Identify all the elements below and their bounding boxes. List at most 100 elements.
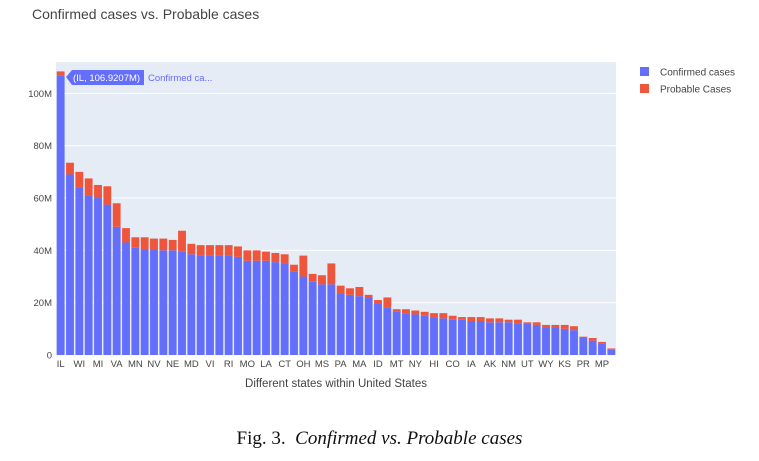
x-tick-label: MP — [595, 359, 609, 370]
x-tick-label: MN — [128, 359, 143, 370]
bar-confirmed — [607, 349, 616, 355]
bar-confirmed — [532, 324, 541, 355]
x-tick-label: NV — [147, 359, 161, 370]
bar-confirmed — [187, 254, 196, 355]
x-tick-label: MS — [315, 359, 329, 370]
hover-tooltip-value: (IL, 106.9207M) — [73, 73, 140, 84]
legend-item-probable[interactable]: Probable Cases — [640, 84, 731, 96]
bar-probable — [355, 286, 364, 297]
plot-area — [56, 62, 616, 355]
x-tick-label: NM — [501, 359, 516, 370]
bar-probable — [383, 297, 392, 308]
bar-confirmed — [234, 256, 242, 355]
bar-confirmed — [262, 260, 270, 355]
bar-confirmed — [140, 249, 149, 355]
x-axis-title: Different states within United States — [245, 378, 427, 390]
bar-probable — [402, 309, 410, 314]
x-tick-label: UT — [521, 359, 534, 370]
x-tick-label: NE — [166, 359, 179, 370]
bar-confirmed — [66, 174, 74, 355]
bar-probable — [560, 324, 569, 329]
bar-probable — [280, 254, 289, 264]
bar-confirmed — [318, 284, 326, 355]
bar-probable — [112, 203, 121, 227]
bar-probable — [607, 348, 616, 350]
bar-probable — [336, 285, 345, 294]
bar-confirmed — [243, 260, 252, 355]
bar-confirmed — [598, 343, 606, 355]
legend: Confirmed cases Probable Cases — [640, 67, 735, 96]
bar-confirmed — [355, 296, 364, 355]
x-tick-label: LA — [260, 359, 272, 370]
bar-confirmed — [570, 330, 578, 355]
bar-probable — [523, 322, 532, 324]
bar-probable — [94, 184, 102, 199]
bar-probable — [215, 245, 224, 256]
bar-confirmed — [579, 337, 588, 355]
bar-confirmed — [308, 281, 317, 355]
bar-probable — [374, 300, 382, 304]
y-tick-label: 0 — [47, 351, 52, 362]
bar-probable — [439, 313, 448, 319]
bar-confirmed — [392, 311, 401, 355]
hover-tooltip-box — [66, 70, 144, 85]
bar-confirmed — [430, 317, 438, 355]
y-tick-label: 60M — [34, 194, 53, 205]
bar-probable — [196, 245, 205, 256]
legend-swatch-confirmed — [640, 67, 649, 76]
bar-confirmed — [504, 322, 513, 355]
legend-item-confirmed[interactable]: Confirmed cases — [640, 67, 735, 79]
bar-probable — [327, 263, 336, 285]
bar-confirmed — [364, 297, 373, 355]
bar-confirmed — [103, 204, 112, 355]
bars — [56, 71, 616, 355]
bar-probable — [570, 326, 578, 331]
chart-title: Confirmed cases vs. Probable cases — [32, 6, 259, 22]
bar-confirmed — [215, 255, 224, 355]
x-tick-label: RI — [224, 359, 234, 370]
bar-probable — [168, 239, 177, 251]
bar-probable — [420, 311, 429, 316]
figure-number: Fig. 3. — [236, 428, 286, 449]
bar-probable — [308, 273, 317, 282]
bar-probable — [84, 178, 93, 196]
chart: Confirmed cases vs. Probable cases 0 20M 4… — [28, 6, 735, 390]
bar-confirmed — [439, 318, 448, 355]
y-tick-label: 20M — [34, 298, 53, 309]
x-tick-label: WI — [74, 359, 86, 370]
bar-probable — [299, 255, 308, 277]
bar-probable — [430, 313, 438, 318]
bar-probable — [598, 341, 606, 344]
bar-confirmed — [112, 226, 121, 355]
y-tick-label: 40M — [34, 246, 53, 257]
figure-caption: Fig. 3. Confirmed vs. Probable cases — [0, 428, 759, 450]
bar-confirmed — [486, 322, 494, 355]
bar-probable — [542, 324, 550, 328]
bar-confirmed — [150, 249, 158, 355]
bar-confirmed — [420, 315, 429, 355]
bar-probable — [290, 264, 298, 272]
bar-confirmed — [523, 323, 532, 355]
bar-confirmed — [327, 284, 336, 355]
bar-confirmed — [56, 75, 65, 355]
y-axis-ticks: 0 20M 40M 60M 80M 100M — [28, 89, 52, 362]
bar-probable — [66, 162, 74, 175]
bar-confirmed — [131, 247, 140, 355]
bar-probable — [140, 237, 149, 250]
bar-confirmed — [168, 250, 177, 355]
x-axis-ticks: IL WI MI VA MN NV NE MD VI RI MO LA CT OH MS PA MA ID MT NY… — [57, 359, 609, 370]
bar-confirmed — [122, 242, 130, 355]
bar-probable — [159, 238, 168, 251]
bar-probable — [103, 186, 112, 205]
bar-probable — [486, 318, 494, 323]
bar-confirmed — [224, 255, 233, 355]
bar-probable — [234, 246, 242, 257]
bar-confirmed — [94, 198, 102, 355]
bar-confirmed — [280, 263, 289, 355]
x-tick-label: WY — [538, 359, 554, 370]
bar-confirmed — [159, 250, 168, 355]
hover-tooltip: (IL, 106.9207M) Confirmed ca... — [66, 70, 212, 85]
bar-probable — [411, 310, 420, 315]
bar-probable — [243, 250, 252, 261]
bar-probable — [514, 319, 522, 324]
